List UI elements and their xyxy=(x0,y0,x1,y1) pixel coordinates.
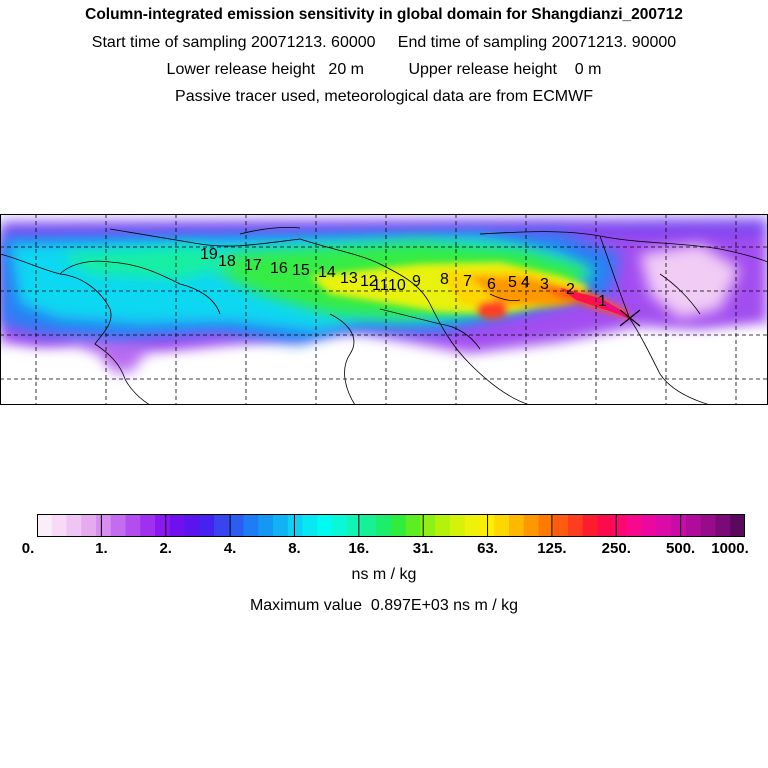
trajectory-label-5: 5 xyxy=(508,274,517,291)
colorbar-cell xyxy=(509,514,525,537)
receptor-cross-icon xyxy=(619,309,641,327)
colorbar-tick-label: 125. xyxy=(537,540,567,557)
colorbar-cell xyxy=(553,514,569,537)
colorbar-cell xyxy=(258,514,274,537)
colorbar-cell xyxy=(155,514,171,537)
colorbar-cell xyxy=(81,514,97,537)
colorbar-cell xyxy=(243,514,259,537)
colorbar-cell xyxy=(376,514,392,537)
colorbar-cell xyxy=(700,514,716,537)
colorbar-cell xyxy=(391,514,407,537)
trajectory-label-2: 2 xyxy=(566,281,575,298)
trajectory-label-19: 19 xyxy=(200,246,218,263)
tracer-info-line: Passive tracer used, meteorological data… xyxy=(175,88,593,105)
colorbar-tick-label: 250. xyxy=(601,540,631,557)
colorbar-cell xyxy=(671,514,687,537)
colorbar-tick-label: 31. xyxy=(412,540,434,557)
trajectory-label-9: 9 xyxy=(412,273,421,290)
colorbar-cell xyxy=(96,514,112,537)
trajectory-label-1: 1 xyxy=(598,293,607,310)
colorbar-cell xyxy=(405,514,421,537)
colorbar-cell xyxy=(228,514,244,537)
trajectory-label-11: 11 xyxy=(372,277,389,294)
colorbar-cell xyxy=(37,514,53,537)
sampling-time-line: Start time of sampling 20071213. 60000 E… xyxy=(91,34,677,51)
trajectory-label-6: 6 xyxy=(487,276,496,293)
colorbar-cell xyxy=(332,514,348,537)
release-height-line: Lower release height 20 m Upper release … xyxy=(166,61,602,78)
colorbar-cell xyxy=(523,514,539,537)
colorbar-cell xyxy=(302,514,318,537)
colorbar-tick-label: 500. xyxy=(666,540,696,557)
colorbar-tick-label: 63. xyxy=(477,540,498,557)
trajectory-label-8: 8 xyxy=(440,271,449,288)
trajectory-label-12: 12 xyxy=(360,273,378,290)
trajectory-label-7: 7 xyxy=(463,273,472,290)
colorbar-cell xyxy=(184,514,200,537)
colorbar-cell xyxy=(450,514,466,537)
colorbar-cell xyxy=(361,514,377,537)
colorbar-cell xyxy=(66,514,82,537)
colorbar-cell xyxy=(730,514,745,537)
colorbar-cell xyxy=(464,514,480,537)
colorbar-cell xyxy=(420,514,436,537)
colorbar-cell xyxy=(169,514,185,537)
colorbar-cells xyxy=(37,514,745,537)
trajectory-label-17: 17 xyxy=(244,257,262,274)
graticule xyxy=(0,214,768,405)
colorbar-cell xyxy=(641,514,657,537)
colorbar-cell xyxy=(51,514,67,537)
colorbar-cell xyxy=(656,514,672,537)
colorbar-cell xyxy=(287,514,303,537)
colorbar-tick-label: 2. xyxy=(159,540,172,557)
colorbar-cell xyxy=(715,514,731,537)
colorbar-cell xyxy=(140,514,156,537)
trajectory-label-18: 18 xyxy=(218,253,236,270)
trajectory-label-16: 16 xyxy=(270,260,288,277)
colorbar-cell xyxy=(125,514,141,537)
figure-title: Column-integrated emission sensitivity i… xyxy=(85,6,683,23)
colorbar-tick-label: 1000. xyxy=(711,540,749,557)
colorbar-tick-label: 1. xyxy=(95,540,108,557)
colorbar-cell xyxy=(494,514,510,537)
colorbar-cell xyxy=(627,514,643,537)
colorbar-cell xyxy=(110,514,126,537)
colorbar-tick-label: 16. xyxy=(348,540,370,557)
colorbar-frame xyxy=(37,514,745,537)
colorbar-cell xyxy=(199,514,215,537)
colorbar-cell xyxy=(568,514,584,537)
colorbar-cell xyxy=(273,514,289,537)
coastlines xyxy=(0,226,768,405)
colorbar-cell xyxy=(346,514,362,537)
trajectory-label-15: 15 xyxy=(292,262,310,279)
trajectory-label-14: 14 xyxy=(318,264,336,281)
colorbar-cell xyxy=(686,514,702,537)
trajectory-label-3: 3 xyxy=(540,276,549,293)
colorbar-tick-label: 8. xyxy=(288,540,301,557)
colorbar-tick-label: 0. xyxy=(21,540,35,557)
colorbar-units: ns m / kg xyxy=(351,566,417,583)
sensitivity-map: 1 2 3 4 5 6 7 8 9 10 11 12 13 14 15 16 1… xyxy=(0,214,768,405)
colorbar-separators xyxy=(100,514,682,537)
colorbar-cell xyxy=(612,514,628,537)
colorbar-cell xyxy=(317,514,333,537)
sensitivity-field xyxy=(0,218,768,405)
trajectory-label-13: 13 xyxy=(340,270,358,287)
trajectory-label-4: 4 xyxy=(521,274,530,291)
trajectory-label-10: 10 xyxy=(388,277,406,294)
colorbar-cell xyxy=(435,514,451,537)
colorbar xyxy=(37,514,745,537)
colorbar-cell xyxy=(214,514,230,537)
colorbar-tick-label: 4. xyxy=(223,540,237,557)
maximum-value-line: Maximum value 0.897E+03 ns m / kg xyxy=(249,597,519,614)
colorbar-cell xyxy=(582,514,598,537)
colorbar-cell xyxy=(597,514,613,537)
colorbar-cell xyxy=(538,514,554,537)
